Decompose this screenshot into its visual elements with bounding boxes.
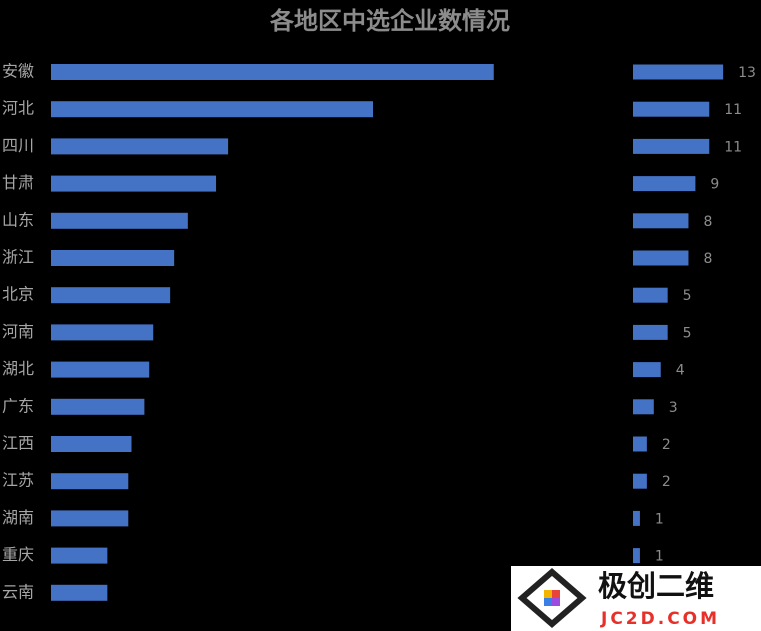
value-label: 2: [662, 437, 671, 453]
chart-title: 各地区中选企业数情况: [269, 7, 510, 35]
value-label: 8: [703, 214, 712, 230]
y-tick-label: 北京: [2, 285, 34, 304]
bar: [633, 362, 661, 378]
y-tick-label: 湖北: [2, 359, 34, 378]
bar: [51, 584, 108, 601]
bar: [633, 213, 689, 229]
bar: [51, 287, 171, 304]
value-label: 2: [662, 474, 671, 490]
y-tick-label: 江苏: [2, 471, 34, 490]
watermark-icon: [544, 590, 552, 598]
bar: [51, 212, 188, 229]
y-tick-label: 云南: [2, 582, 34, 601]
bar: [51, 324, 154, 341]
bar: [633, 287, 668, 303]
value-label: 5: [683, 325, 692, 341]
bar: [51, 398, 145, 415]
bar: [51, 436, 132, 452]
bar: [633, 399, 654, 415]
bar: [51, 250, 175, 266]
watermark-icon: [552, 598, 560, 606]
watermark-brand: 极创二维: [598, 569, 714, 603]
watermark-url: JC2D.COM: [600, 609, 720, 629]
value-label: 8: [703, 251, 712, 267]
value-label: 13: [738, 65, 756, 81]
bar: [633, 138, 710, 154]
watermark-icon: [544, 598, 552, 606]
y-tick-label: 四川: [2, 136, 34, 155]
bar: [633, 436, 647, 452]
bar: [51, 101, 373, 118]
value-label: 1: [655, 511, 664, 527]
y-tick-label: 重庆: [2, 545, 34, 564]
value-label: 9: [710, 177, 719, 193]
bar: [51, 361, 150, 378]
watermark-icon: [517, 568, 587, 628]
bar: [633, 250, 689, 266]
bar: [633, 510, 640, 526]
watermark: 极创二维 JC2D.COM: [511, 566, 761, 631]
value-label: 11: [724, 139, 742, 155]
value-label: 5: [683, 288, 692, 304]
y-tick-label: 河南: [2, 322, 34, 341]
bar: [51, 473, 129, 490]
y-tick-label: 湖南: [2, 508, 34, 527]
bar: [633, 176, 696, 192]
y-tick-label: 河北: [2, 99, 34, 118]
bar: [633, 324, 668, 340]
bar: [51, 510, 129, 527]
bar: [633, 473, 647, 489]
y-tick-label: 广东: [2, 396, 34, 415]
value-label: 1: [655, 549, 664, 565]
y-tick-label: 甘肃: [2, 173, 34, 192]
bar: [51, 547, 108, 564]
bar: [633, 548, 640, 564]
watermark-icon: [552, 590, 560, 598]
bar: [51, 64, 494, 80]
value-label: 4: [676, 363, 685, 379]
bar: [633, 101, 710, 117]
value-label: 3: [669, 400, 678, 416]
bar: [51, 138, 229, 155]
bar: [51, 175, 217, 192]
y-tick-label: 山东: [2, 210, 34, 229]
y-tick-label: 江西: [2, 434, 34, 453]
y-tick-label: 浙江: [2, 248, 34, 267]
bar: [633, 64, 724, 80]
y-tick-label: 安徽: [2, 62, 34, 81]
value-label: 11: [724, 102, 742, 118]
